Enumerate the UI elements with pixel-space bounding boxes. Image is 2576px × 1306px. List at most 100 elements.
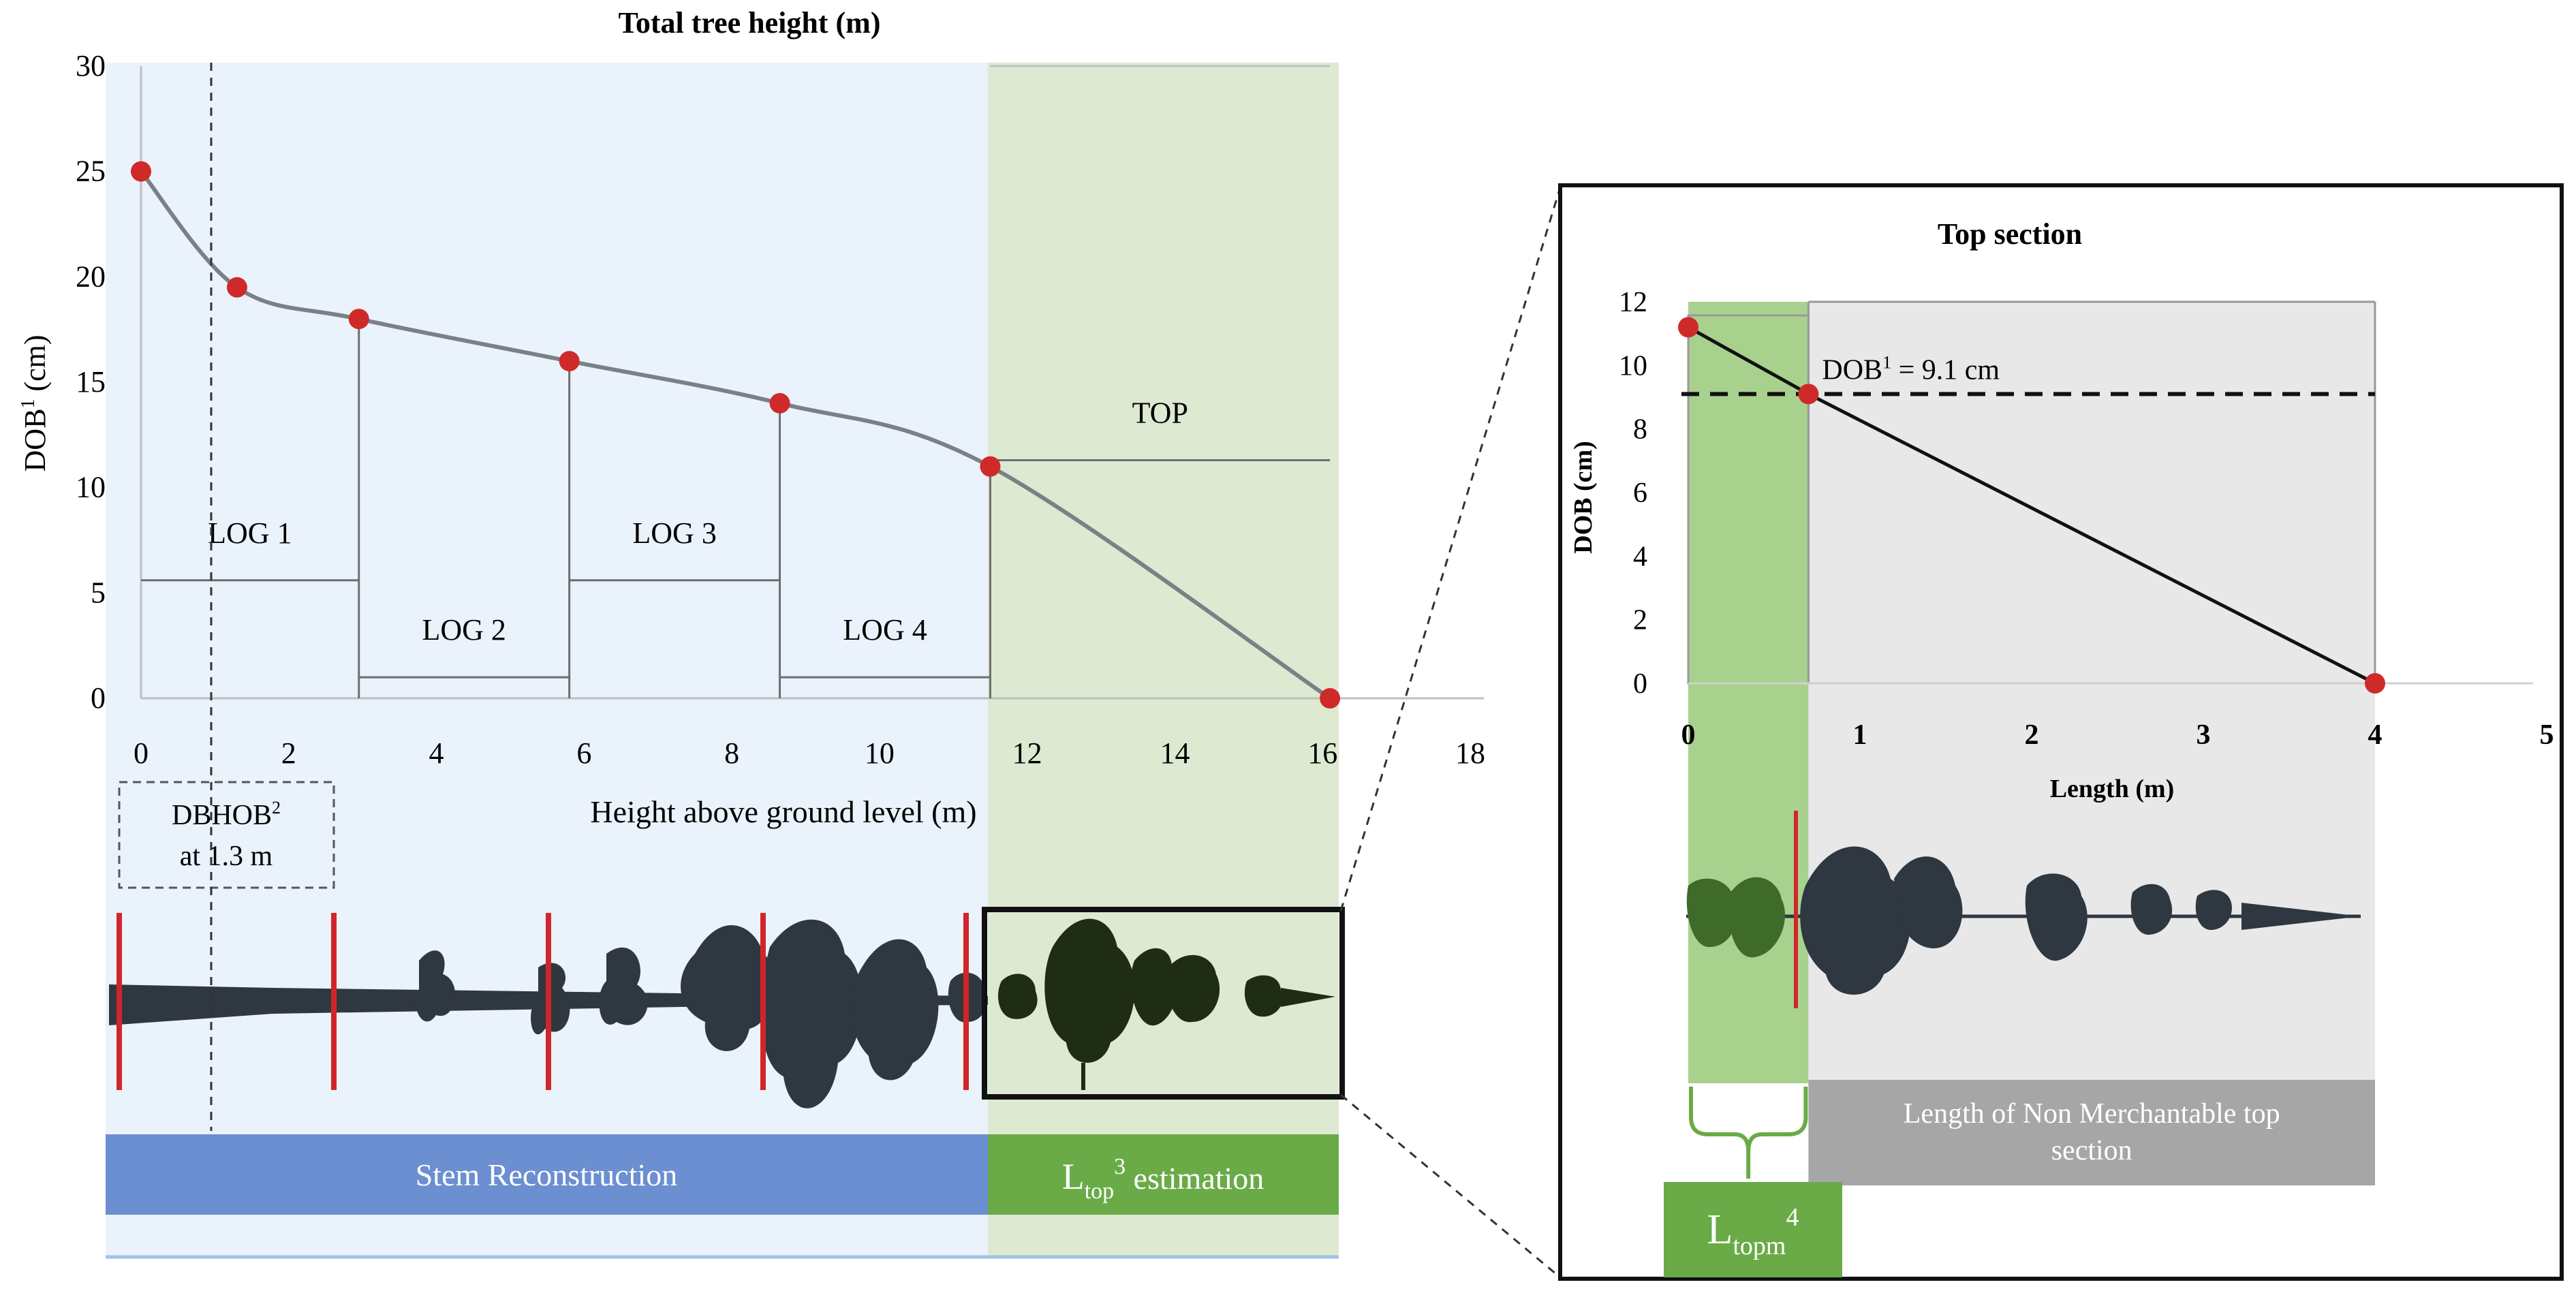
top-x-tick-label: 2 <box>2025 719 2039 751</box>
top-tree-silhouette <box>1686 811 2361 1008</box>
crown-clump-1 <box>998 974 1038 1019</box>
main-y-ticks: 0 5 10 15 20 25 30 <box>76 49 106 715</box>
nonmerch-length-label: Length of Non Merchantable top <box>1904 1098 2280 1130</box>
main-x-tick-label: 18 <box>1455 736 1485 770</box>
top-section-highlight-box <box>982 907 1345 1100</box>
main-y-tick-label: 30 <box>76 49 106 82</box>
section-label: TOP <box>1132 396 1188 429</box>
top-y-tick-label: 8 <box>1633 414 1647 446</box>
nonmerch-length-label-line2: section <box>2051 1135 2132 1166</box>
top-crown-clump-6 <box>2130 884 2173 935</box>
main-chart: Total tree height (m) LOG 1 LOG 2 LOG 3 LOG… <box>18 6 1485 1259</box>
branch-clump-1 <box>415 950 456 1022</box>
merch-length-brace <box>1689 1087 1808 1179</box>
top-x-tick-label: 4 <box>2368 719 2383 751</box>
main-data-point <box>1320 688 1341 709</box>
branch-clump-3 <box>599 947 648 1025</box>
top-y-ticks: 0 2 4 6 8 10 12 <box>1619 287 2533 700</box>
main-y-tick-label: 5 <box>91 576 106 609</box>
crown-clump-4 <box>1166 954 1220 1023</box>
merch-background <box>1688 302 1809 1083</box>
main-x-ticks: 0 2 4 6 8 10 12 14 16 18 <box>134 736 1485 770</box>
section-label: LOG 3 <box>632 516 716 550</box>
main-x-tick-label: 14 <box>1160 736 1190 770</box>
main-y-axis-label: DOB1 (cm) <box>18 335 52 472</box>
nonmerch-length-bar <box>1808 1080 2375 1185</box>
top-crown-tip <box>2241 903 2361 930</box>
dbhob-height-label: at 1.3 m <box>180 841 273 872</box>
branch-clump-4 <box>681 925 775 1051</box>
top-x-tick-label: 1 <box>1853 719 1867 751</box>
ltopm-box <box>1664 1182 1842 1277</box>
top-x-axis-label: Length (m) <box>2050 775 2175 803</box>
section-label: LOG 1 <box>208 516 292 550</box>
top-y-tick-label: 0 <box>1633 668 1647 700</box>
stem-reconstruction-label: Stem Reconstruction <box>416 1157 678 1192</box>
branch-clump-5 <box>760 919 863 1108</box>
main-series-line <box>139 170 1331 700</box>
main-data-point <box>226 277 247 298</box>
top-x-tick-label: 5 <box>2540 719 2554 751</box>
tree-silhouette <box>109 918 1335 1108</box>
top-y-tick-label: 4 <box>1633 541 1647 572</box>
log-cut-lines <box>117 913 969 1090</box>
top-y-tick-label: 12 <box>1619 287 1647 318</box>
crown-clump-5 <box>1244 975 1283 1017</box>
main-x-tick-label: 6 <box>576 736 591 770</box>
main-y-tick-label: 10 <box>76 471 106 504</box>
top-crown-clump-4 <box>1894 856 1963 948</box>
top-data-point <box>1678 317 1698 338</box>
crown-clump-2 <box>1044 918 1135 1063</box>
top-section-title: Top section <box>1938 217 2082 251</box>
ltopm-label: Ltopm4 <box>1707 1203 1799 1260</box>
main-y-tick-label: 0 <box>91 681 106 715</box>
main-x-tick-label: 4 <box>429 736 444 770</box>
main-x-tick-label: 8 <box>724 736 739 770</box>
top-crown-clump-7 <box>2195 890 2232 930</box>
main-chart-title: Total tree height (m) <box>619 6 881 40</box>
main-data-point <box>559 351 580 372</box>
top-crown-clump-2 <box>1728 877 1786 958</box>
main-y-tick-label: 20 <box>76 260 106 293</box>
top-series-points <box>1678 317 2385 694</box>
log-section-4: LOG 4 <box>779 613 991 679</box>
top-x-tick-label: 3 <box>2197 719 2211 751</box>
top-crown-clump-1 <box>1686 878 1738 948</box>
section-label: LOG 4 <box>843 613 927 647</box>
crown-clump-3 <box>1130 948 1178 1026</box>
main-data-point <box>769 392 790 414</box>
ltop-estimation-bar <box>988 1134 1339 1215</box>
threshold-label: DOB1 = 9.1 cm <box>1822 352 2000 386</box>
crown-tip <box>1281 988 1335 1007</box>
top-y-tick-label: 6 <box>1633 478 1647 509</box>
section-label: LOG 2 <box>422 613 506 647</box>
dbhob-label: DBHOB2 <box>172 798 281 831</box>
branch-clump-6 <box>850 939 939 1080</box>
stem-reconstruction-bar <box>106 1134 988 1215</box>
top-y-tick-label: 2 <box>1633 605 1647 636</box>
log-section-5: TOP <box>990 396 1331 461</box>
top-crown-clump-5 <box>2025 873 2088 961</box>
main-x-axis-label: Height above ground level (m) <box>590 794 976 829</box>
main-series-points <box>131 161 1341 709</box>
ltop-estimation-label: Ltop3 estimation <box>1062 1154 1264 1204</box>
top-data-point <box>1798 384 1819 405</box>
top-background <box>988 63 1339 1258</box>
top-y-axis-label: DOB (cm) <box>1569 441 1598 554</box>
dbhob-annotation: DBHOB2 at 1.3 m <box>118 781 335 889</box>
main-data-point <box>348 309 369 330</box>
main-x-tick-label: 10 <box>865 736 895 770</box>
zoom-connector-top <box>1339 187 1562 912</box>
dbhob-box <box>118 781 335 889</box>
zoom-connector-bottom <box>1340 1093 1561 1279</box>
main-x-tick-label: 12 <box>1012 736 1042 770</box>
top-y-tick-label: 10 <box>1619 350 1647 382</box>
main-x-tick-label: 0 <box>134 736 149 770</box>
log-section-3: LOG 3 <box>569 516 780 582</box>
main-y-tick-label: 15 <box>76 365 106 399</box>
main-x-tick-label: 16 <box>1307 736 1337 770</box>
main-data-point <box>131 161 151 182</box>
top-x-ticks: 0 1 2 3 4 5 <box>1681 719 2554 751</box>
